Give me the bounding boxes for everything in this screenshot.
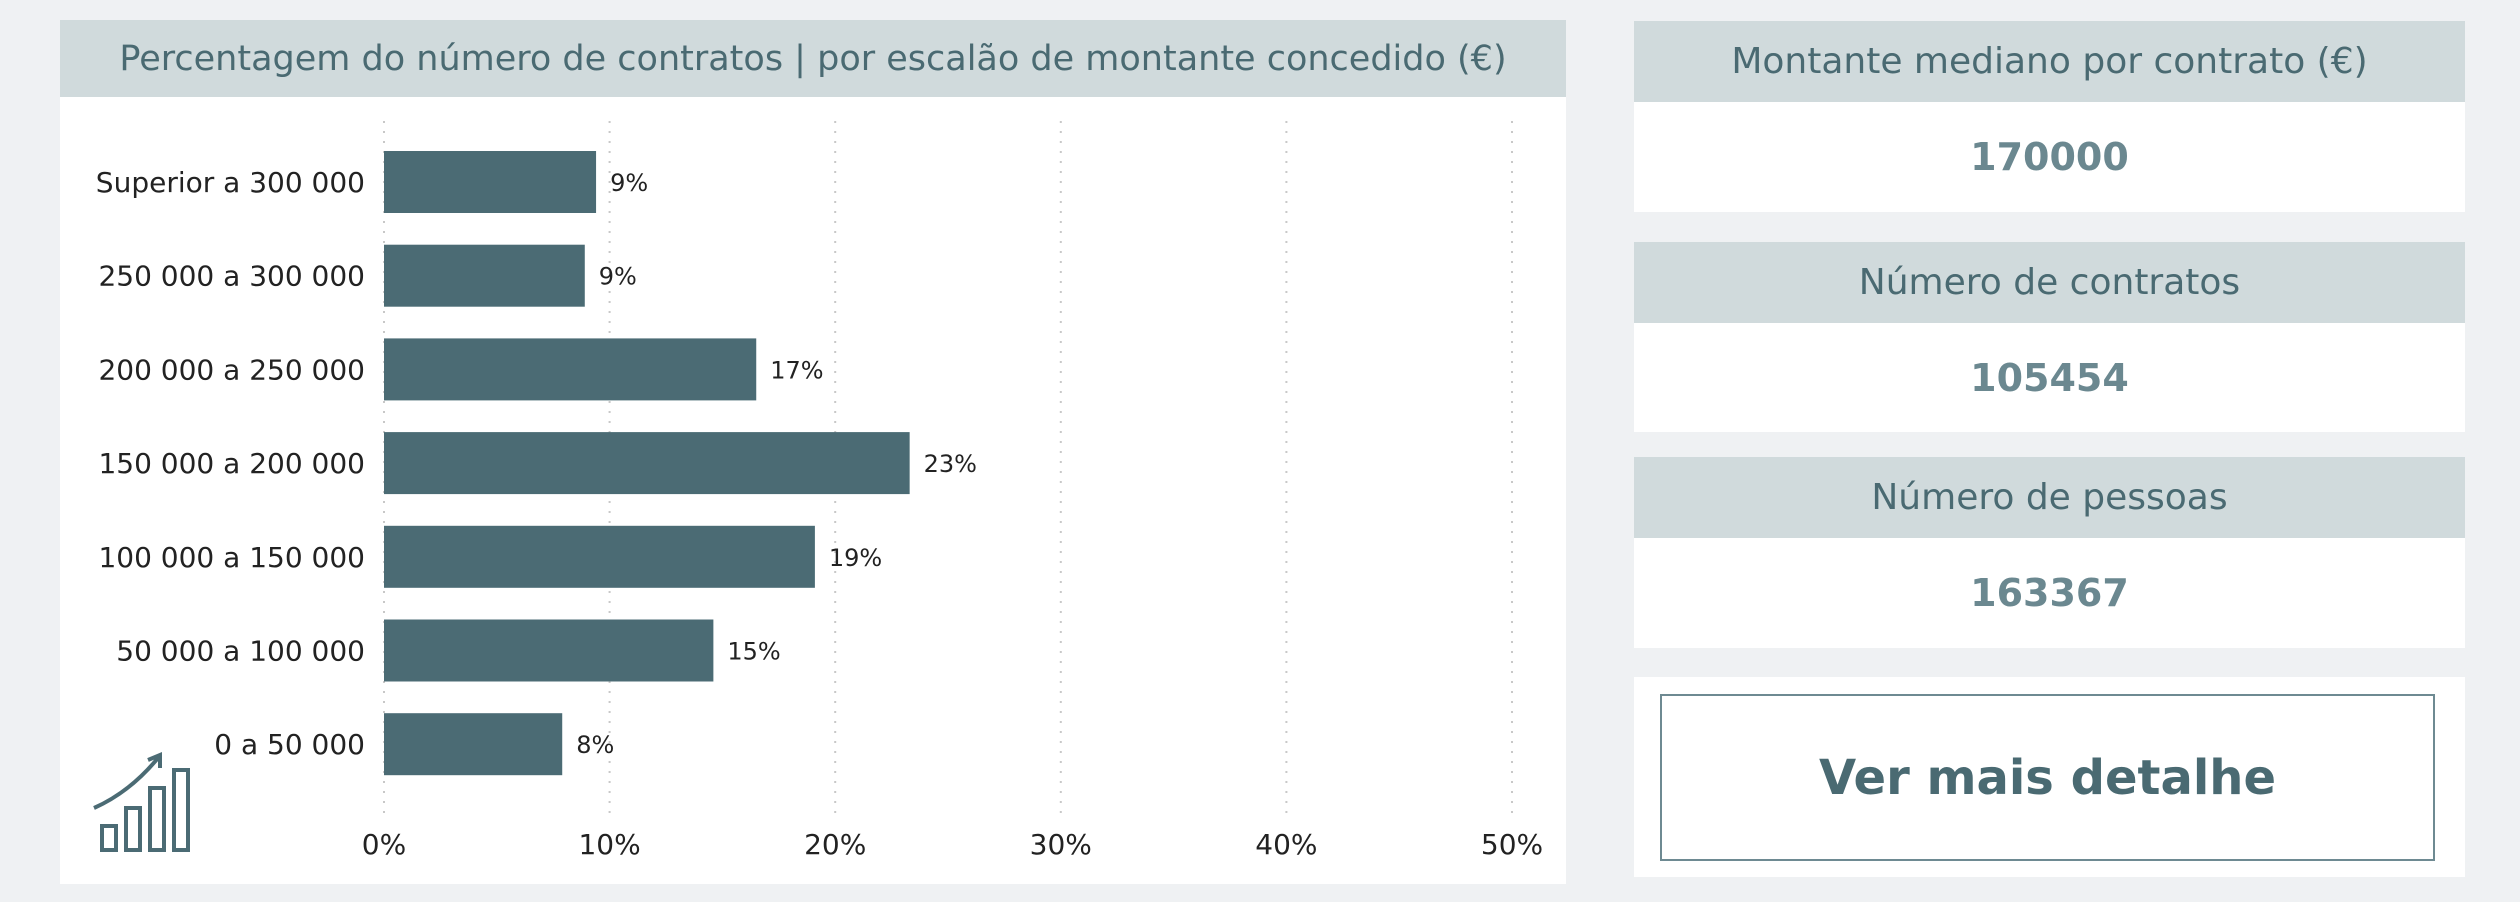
chart-card: Percentagem do número de contratos | por… bbox=[60, 20, 1566, 884]
kpi-value: 163367 bbox=[1970, 571, 2129, 615]
category-label: 200 000 a 250 000 bbox=[98, 353, 365, 386]
data-label: 15% bbox=[727, 638, 780, 666]
kpi-card-people: Número de pessoas 163367 bbox=[1634, 457, 2465, 648]
x-tick-label: 10% bbox=[578, 828, 640, 861]
kpi-label: Número de contratos bbox=[1634, 242, 2465, 323]
bar bbox=[384, 432, 910, 495]
kpi-card-median: Montante mediano por contrato (€) 170000 bbox=[1634, 21, 2465, 212]
category-label: 250 000 a 300 000 bbox=[98, 260, 365, 293]
chart-growth-icon bbox=[93, 752, 190, 852]
kpi-value: 170000 bbox=[1970, 135, 2129, 179]
chart-title: Percentagem do número de contratos | por… bbox=[60, 20, 1566, 97]
x-tick-label: 20% bbox=[804, 828, 866, 861]
category-label: 100 000 a 150 000 bbox=[98, 541, 365, 574]
bar bbox=[384, 338, 757, 401]
bar bbox=[384, 244, 585, 307]
bar bbox=[384, 151, 597, 213]
x-tick-label: 0% bbox=[362, 828, 406, 861]
category-label: 150 000 a 200 000 bbox=[98, 447, 365, 480]
x-tick-label: 40% bbox=[1255, 828, 1317, 861]
data-label: 19% bbox=[829, 544, 882, 572]
bar bbox=[384, 713, 563, 776]
category-label: Superior a 300 000 bbox=[96, 166, 365, 199]
x-tick-label: 30% bbox=[1030, 828, 1092, 861]
kpi-card-contracts: Número de contratos 105454 bbox=[1634, 242, 2465, 432]
bar bbox=[384, 525, 815, 588]
data-label: 8% bbox=[576, 731, 614, 759]
see-more-details-button[interactable]: Ver mais detalhe bbox=[1660, 694, 2435, 861]
category-label: 50 000 a 100 000 bbox=[116, 635, 365, 668]
bar-chart: 0% 10% 20% 30% 40% 50% Superior a 300 000 9% 250… bbox=[93, 121, 1543, 861]
button-card: Ver mais detalhe bbox=[1634, 677, 2465, 877]
kpi-label: Número de pessoas bbox=[1634, 457, 2465, 538]
data-label: 9% bbox=[599, 263, 637, 291]
data-label: 23% bbox=[924, 450, 977, 478]
bar bbox=[384, 619, 714, 682]
kpi-value: 105454 bbox=[1970, 355, 2129, 400]
kpi-label: Montante mediano por contrato (€) bbox=[1634, 21, 2465, 102]
data-label: 9% bbox=[610, 169, 648, 197]
data-label: 17% bbox=[770, 356, 823, 384]
x-tick-label: 50% bbox=[1481, 828, 1543, 861]
category-label: 0 a 50 000 bbox=[214, 728, 365, 761]
